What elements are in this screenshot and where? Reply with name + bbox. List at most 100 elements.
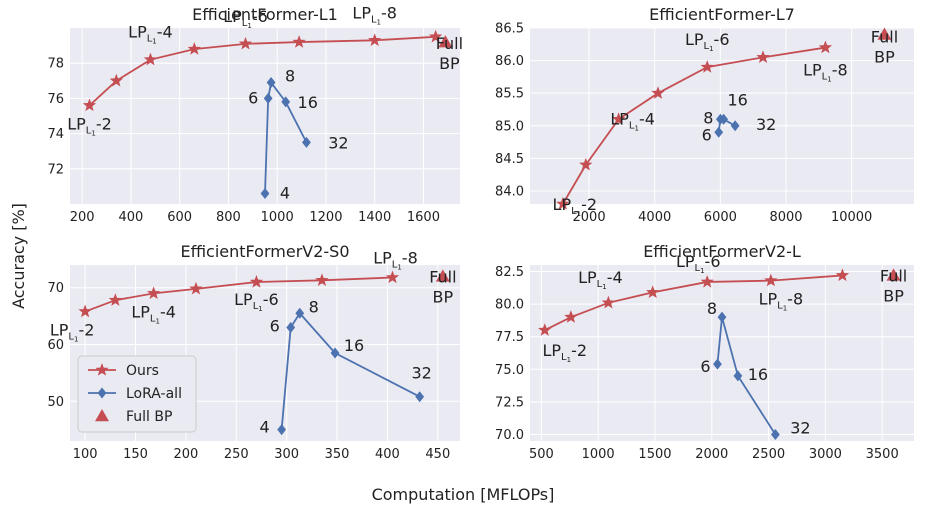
- y-tick-label: 70: [47, 281, 64, 296]
- legend-marker-triangle: [95, 409, 109, 422]
- x-tick-label: 1400: [358, 210, 391, 225]
- data-point-diamond: [330, 347, 340, 359]
- data-point-star: [368, 33, 382, 46]
- data-point-star: [146, 286, 161, 300]
- y-tick-label: 77.5: [495, 330, 524, 345]
- data-point-star: [611, 112, 626, 125]
- point-label: Full BP: [871, 28, 898, 67]
- data-point-diamond: [295, 307, 305, 319]
- x-tick-label: 1000: [582, 447, 615, 462]
- data-point-star: [249, 275, 264, 288]
- data-point-star: [385, 270, 400, 284]
- data-point-star: [646, 285, 660, 299]
- data-point-star: [238, 36, 253, 50]
- x-tick-label: 150: [123, 447, 148, 462]
- data-point-star: [764, 273, 778, 287]
- x-tick-label: 8000: [769, 210, 802, 225]
- data-point-star: [187, 42, 201, 55]
- data-point-diamond: [281, 96, 291, 108]
- legend-label: Ours: [126, 363, 159, 379]
- data-point-star: [428, 29, 443, 43]
- data-point-star: [189, 281, 203, 295]
- point-label: 6: [702, 125, 712, 144]
- data-point-triangle: [877, 27, 892, 40]
- point-label: LPL1-8: [352, 3, 397, 26]
- point-label: 6: [270, 316, 280, 335]
- chart-title: EfficientFormer-L7: [649, 5, 795, 24]
- data-point-star: [564, 310, 578, 323]
- data-point-star: [143, 52, 158, 66]
- legend-label: LoRA-all: [126, 386, 182, 402]
- data-point-diamond: [713, 358, 722, 370]
- data-point-diamond: [717, 311, 727, 323]
- point-label: 32: [328, 133, 348, 152]
- chart-panel: 200 400 600 800 1000 1200 1400 1600 72 74 76 78 Effi…: [47, 3, 463, 225]
- data-point-diamond: [730, 120, 740, 132]
- point-label: 6: [700, 357, 710, 376]
- x-tick-label: 800: [216, 210, 241, 225]
- point-label: 16: [344, 336, 364, 355]
- panels: 200 400 600 800 1000 1200 1400 1600 72 74 76 78 Effi…: [47, 3, 914, 462]
- series-line: [88, 35, 436, 107]
- y-tick-label: 84.5: [495, 152, 524, 167]
- point-label: Full BP: [429, 267, 456, 306]
- y-tick-label: 86.5: [495, 22, 524, 37]
- point-label: 4: [280, 183, 290, 202]
- x-tick-label: 400: [375, 447, 400, 462]
- chart-title: EfficientFormerV2-S0: [180, 242, 349, 261]
- data-point-star: [579, 157, 593, 171]
- x-tick-label: 2000: [695, 447, 728, 462]
- data-point-diamond: [714, 126, 724, 138]
- legend-marker-diamond: [97, 387, 107, 399]
- point-label: 32: [790, 418, 810, 437]
- data-point-diamond: [263, 92, 273, 104]
- data-point-diamond: [286, 321, 296, 333]
- data-point-diamond: [733, 370, 743, 382]
- point-label: LPL1-2: [50, 321, 95, 344]
- data-point-star: [818, 40, 833, 54]
- point-label: 16: [727, 90, 747, 109]
- point-label: LPL1-2: [542, 341, 587, 364]
- data-point-diamond: [415, 391, 425, 403]
- y-tick-label: 70.0: [495, 428, 524, 443]
- x-tick-label: 3000: [809, 447, 842, 462]
- point-label: LPL1-6: [685, 30, 730, 53]
- x-tick-label: 1500: [638, 447, 671, 462]
- y-tick-label: 80.0: [495, 298, 524, 313]
- x-tick-label: 100: [73, 447, 98, 462]
- x-tick-label: 200: [70, 210, 95, 225]
- y-tick-label: 60: [47, 338, 64, 353]
- point-label: 32: [412, 364, 432, 383]
- x-tick-label: 450: [425, 447, 450, 462]
- point-label: 8: [707, 299, 717, 318]
- x-axis-label: Computation [MFLOPs]: [372, 485, 555, 504]
- point-label: Full BP: [436, 34, 463, 73]
- y-tick-label: 86.0: [495, 54, 524, 69]
- data-point-star: [82, 98, 97, 112]
- x-tick-label: 2500: [752, 447, 785, 462]
- point-label: LPL1-8: [373, 248, 418, 271]
- x-tick-label: 500: [529, 447, 554, 462]
- data-point-diamond: [770, 428, 780, 440]
- data-point-star: [78, 304, 92, 318]
- point-label: LPL1-2: [67, 114, 112, 137]
- y-tick-label: 72.5: [495, 395, 524, 410]
- point-label: LPL1-6: [676, 252, 721, 275]
- point-label: LPL1-4: [578, 268, 623, 291]
- point-label: 6: [248, 88, 258, 107]
- x-tick-label: 10000: [831, 210, 872, 225]
- point-label: LPL1-4: [131, 302, 176, 325]
- x-tick-label: 6000: [704, 210, 737, 225]
- legend-box: [77, 355, 197, 433]
- data-point-star: [756, 50, 770, 63]
- x-tick-label: 1000: [261, 210, 294, 225]
- data-point-diamond: [266, 77, 276, 89]
- point-label: 8: [309, 297, 319, 316]
- point-label: LPL1-4: [610, 109, 655, 132]
- point-label: LPL1-6: [223, 7, 268, 30]
- point-label: 16: [748, 365, 768, 384]
- point-label: 8: [703, 108, 713, 127]
- point-label: LPL1-6: [234, 290, 279, 313]
- point-label: LPL1-8: [759, 290, 804, 313]
- legend: Ours LoRA-all Full BP: [77, 355, 197, 433]
